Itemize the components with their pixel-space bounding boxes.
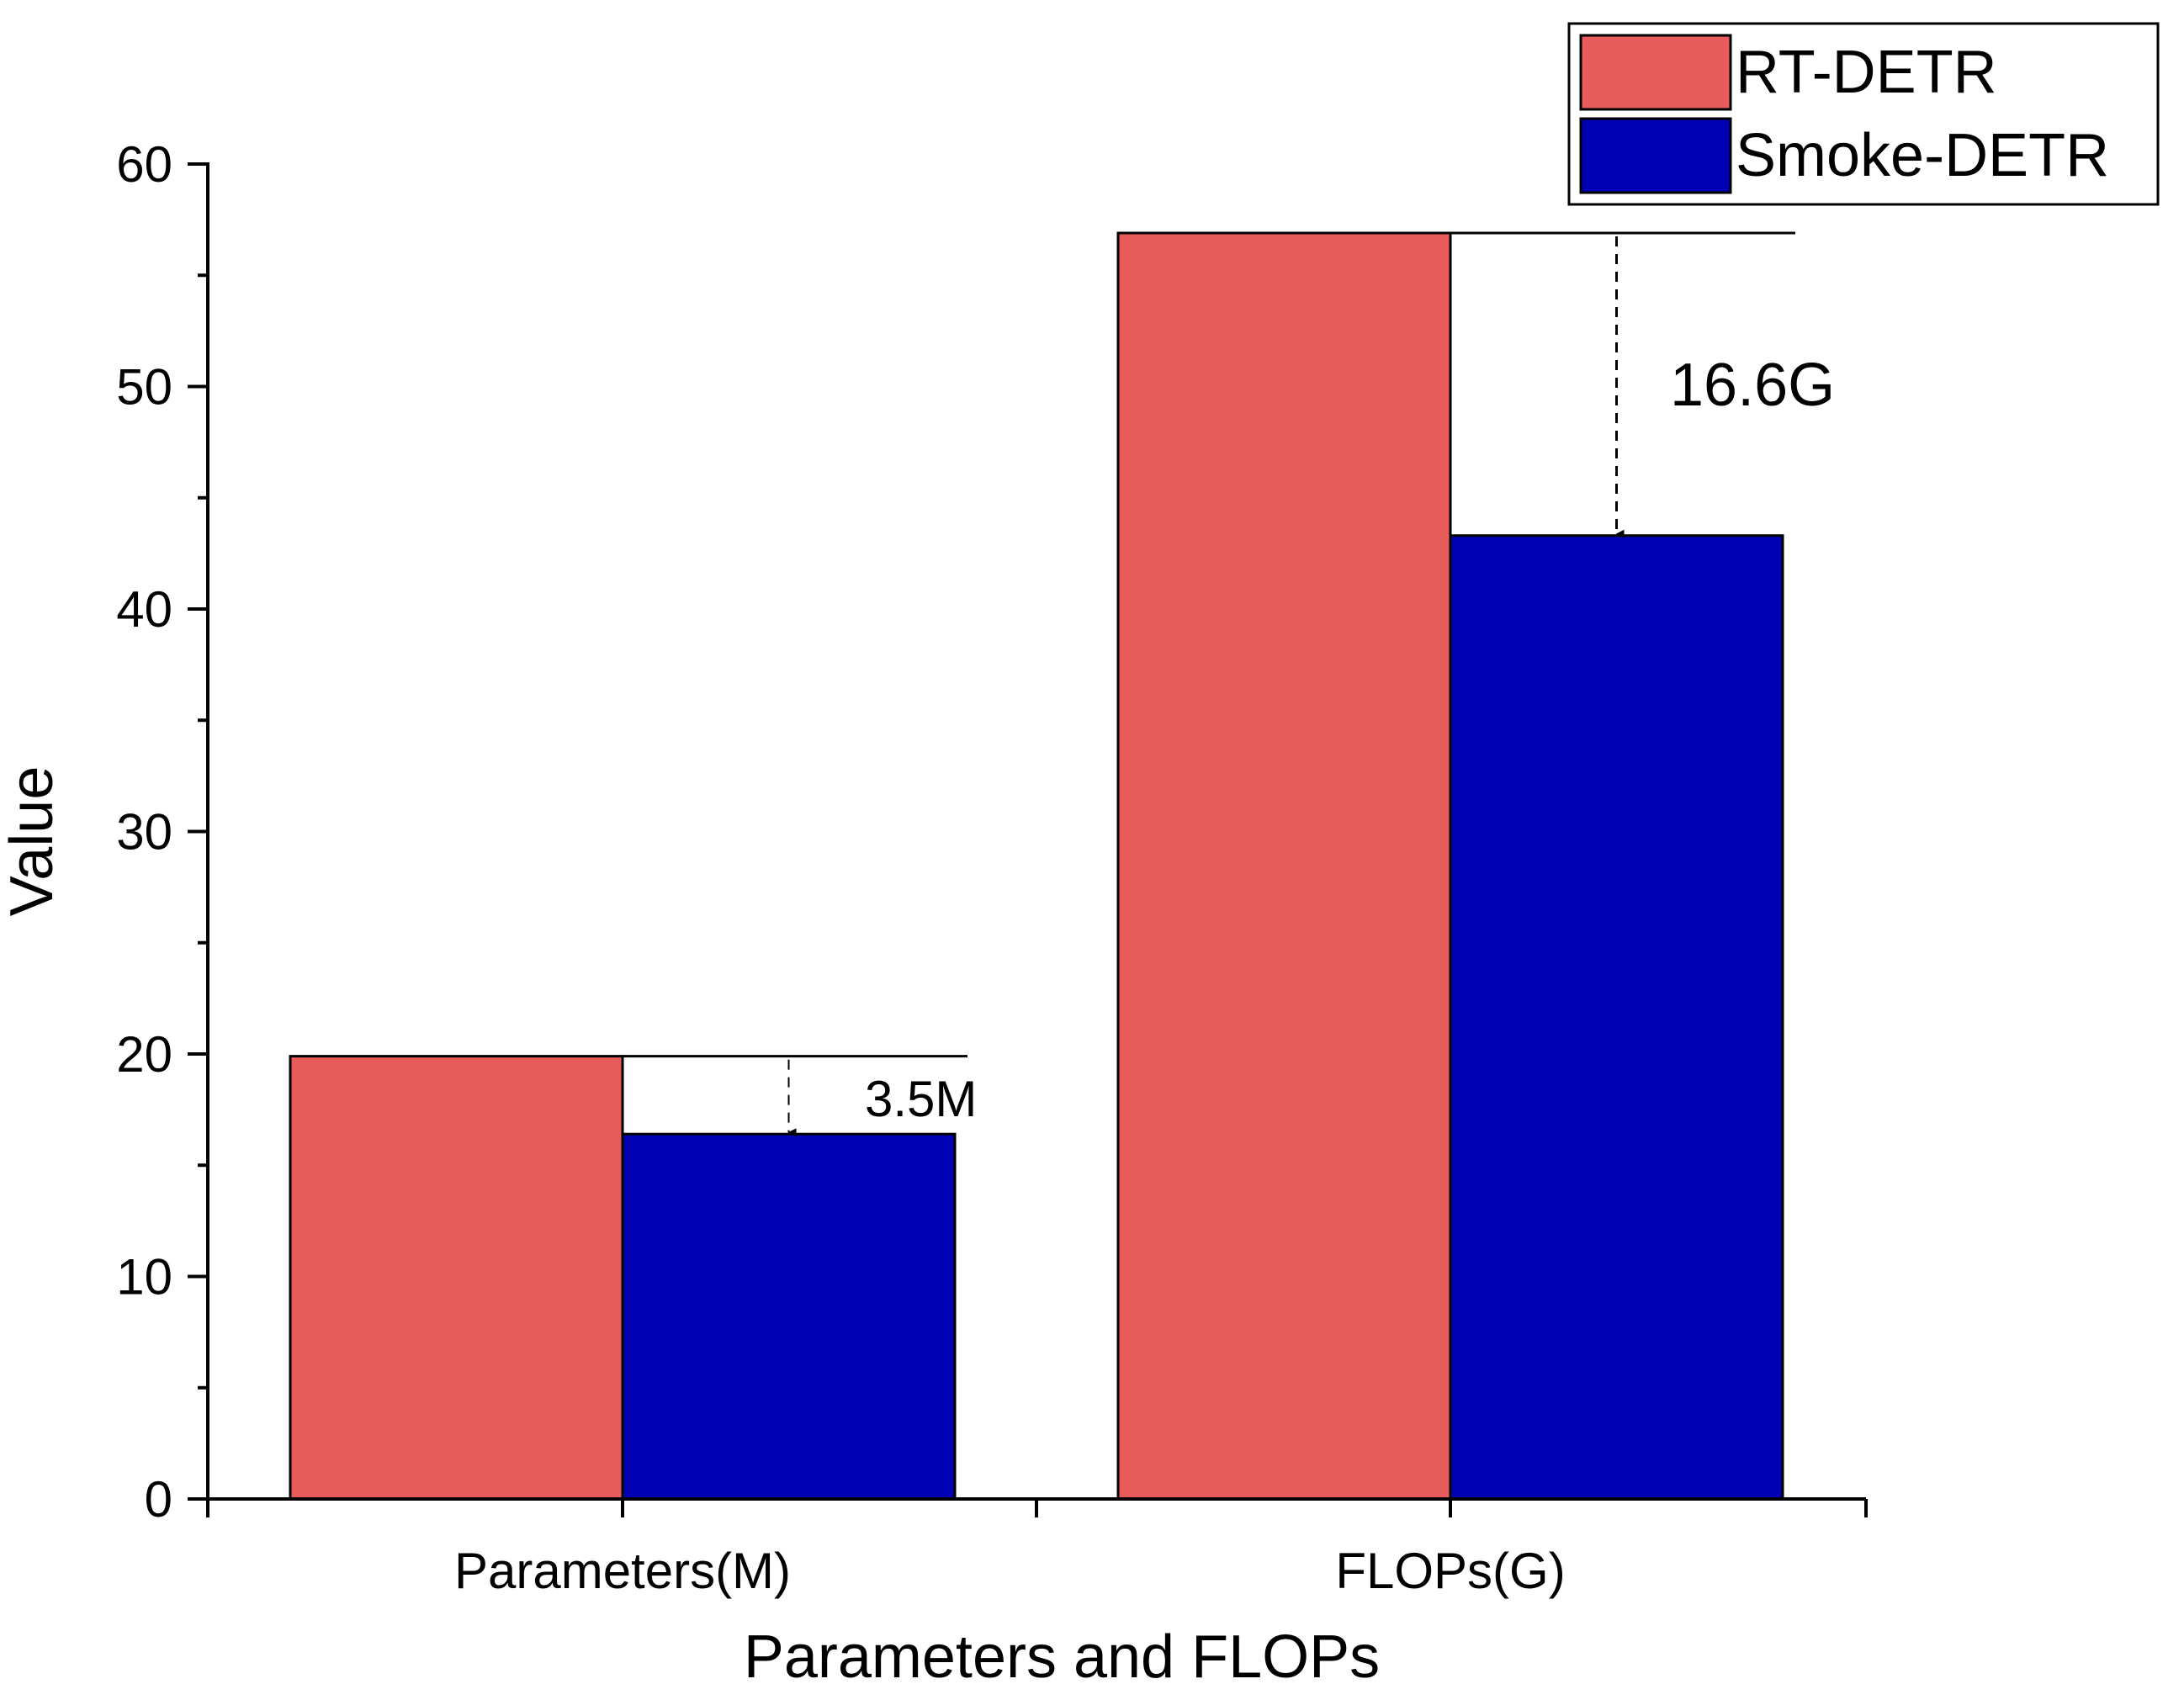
bar-smoke-detr-1 [1449,534,1784,1501]
legend: RT-DETR Smoke-DETR [1567,22,2160,206]
legend-swatch-1 [1579,117,1732,194]
y-tick-label-50: 50 [116,359,172,416]
y-tick-label-40: 40 [116,581,172,638]
y-axis-title: Value [0,766,66,917]
legend-swatch-0 [1579,34,1732,111]
annotation-label-0: 3.5M [865,1071,977,1127]
bar-rt-detr-1 [1116,231,1452,1501]
bar-rt-detr-0 [289,1055,624,1501]
bars-layer [289,231,1784,1501]
annotation-layer: 3.5M 16.6G [623,231,1835,1137]
x-tick-label-1: FLOPs(G) [1335,1543,1565,1599]
legend-label-0: RT-DETR [1736,39,1997,106]
bar-smoke-detr-0 [621,1132,957,1501]
y-tick-label-0: 0 [145,1471,172,1528]
y-tick-label-30: 30 [116,804,172,861]
axes-layer: 0 10 20 30 40 50 60 Parameters(M) FLOPs(G) [116,136,1868,1599]
y-tick-label-60: 60 [116,136,172,193]
annotation-label-1: 16.6G [1670,352,1835,419]
x-tick-label-0: Parameters(M) [454,1543,791,1599]
y-tick-label-10: 10 [116,1249,172,1305]
y-tick-label-20: 20 [116,1026,172,1083]
x-axis-title: Parameters and FLOPs [744,1623,1380,1691]
legend-label-1: Smoke-DETR [1736,122,2109,189]
